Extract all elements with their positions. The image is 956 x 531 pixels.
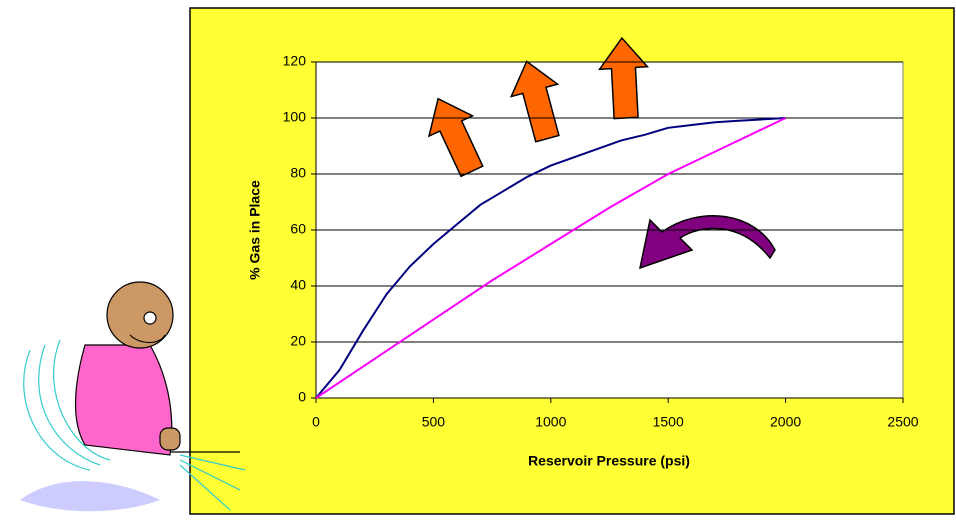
orange-arrow	[509, 60, 560, 143]
y-tick-label: 0	[298, 389, 306, 405]
series-line	[315, 117, 786, 399]
x-axis-title: Reservoir Pressure (psi)	[528, 453, 690, 469]
x-tick-label: 0	[312, 414, 320, 430]
y-tick-label: 20	[290, 333, 306, 349]
x-tick-label: 1500	[653, 414, 684, 430]
x-tick-label: 1000	[535, 414, 566, 430]
decor-arrows	[427, 36, 776, 270]
y-tick-label: 40	[290, 277, 306, 293]
y-tick-label: 100	[283, 109, 307, 125]
x-tick-label: 500	[422, 414, 446, 430]
x-tick-label: 2000	[770, 414, 801, 430]
y-tick-label: 80	[290, 165, 306, 181]
purple-arrow	[638, 215, 776, 270]
y-tick-label: 60	[290, 221, 306, 237]
x-tick-label: 2500	[887, 414, 918, 430]
series-line	[315, 117, 787, 399]
cartoon-man	[20, 281, 246, 512]
orange-arrow	[597, 36, 650, 120]
y-axis-title: % Gas in Place	[247, 180, 263, 280]
y-tick-label: 120	[283, 53, 307, 69]
